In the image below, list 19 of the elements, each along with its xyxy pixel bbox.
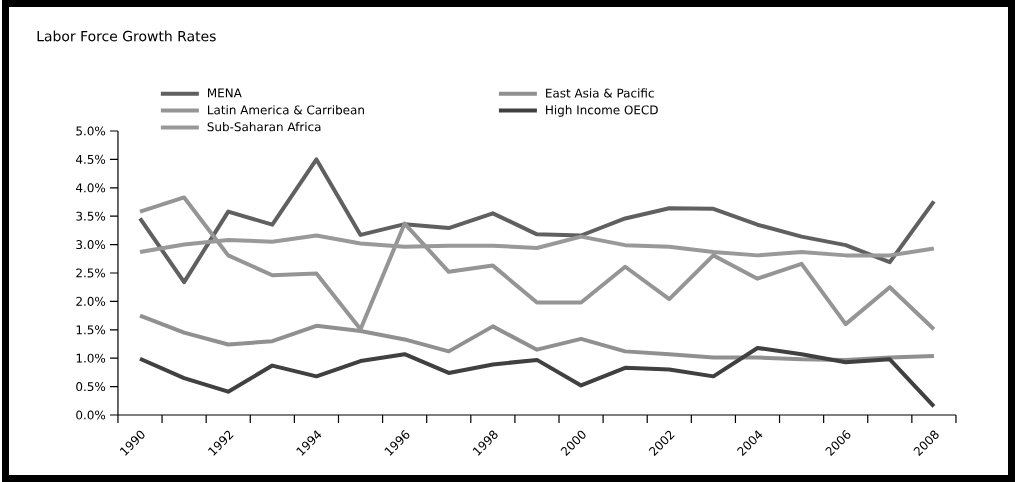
line-series (138, 157, 936, 285)
y-tick-label: 3.0% (76, 240, 106, 250)
y-tick-label: 2.5% (76, 268, 106, 278)
line-series (138, 345, 936, 409)
y-tick-label: 1.0% (76, 353, 106, 363)
y-tick-label: 3.5% (76, 211, 106, 221)
legend-label: MENA (208, 88, 242, 98)
legend-label: Sub-Saharan Africa (207, 122, 321, 132)
legend-label: East Asia & Pacific (546, 88, 654, 98)
chart-title: Labor Force Growth Rates (37, 30, 216, 42)
y-tick-label: 0.5% (76, 382, 106, 392)
y-tick-label: 0.0% (76, 410, 106, 420)
legend-label: Latin America & Carribean (208, 105, 364, 115)
y-tick-label: 2.0% (76, 296, 106, 306)
y-tick-label: 5.0% (76, 126, 106, 136)
y-tick-label: 4.0% (75, 183, 106, 193)
legend-label: High Income OECD (546, 105, 658, 117)
y-tick-label: 1.5% (76, 325, 106, 335)
y-tick-label: 4.5% (75, 154, 106, 164)
